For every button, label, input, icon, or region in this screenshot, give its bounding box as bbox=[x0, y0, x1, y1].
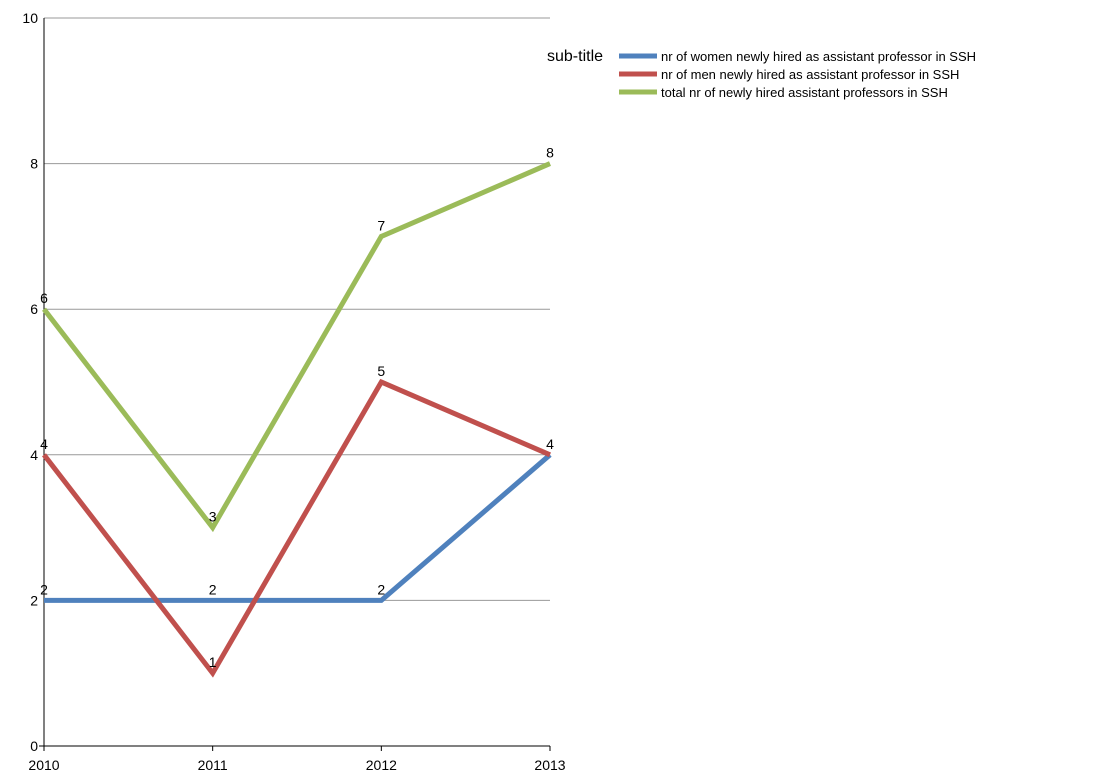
x-tick-label: 2010 bbox=[28, 757, 59, 772]
data-label: 1 bbox=[209, 654, 217, 670]
axes bbox=[39, 18, 551, 751]
data-label: 2 bbox=[40, 581, 48, 597]
data-label: 5 bbox=[377, 363, 385, 379]
gridlines bbox=[44, 17, 550, 601]
y-tick-label: 2 bbox=[30, 592, 38, 608]
legend-title: sub-title bbox=[547, 48, 603, 65]
y-tick-label: 10 bbox=[22, 10, 38, 26]
data-label: 3 bbox=[209, 509, 217, 525]
x-tick-label: 2012 bbox=[366, 757, 397, 772]
data-label: 2 bbox=[209, 581, 217, 597]
y-tick-label: 8 bbox=[30, 156, 38, 172]
data-label: 4 bbox=[40, 436, 48, 452]
data-label: 8 bbox=[546, 145, 554, 161]
data-labels: 2 2 2 4 4 1 5 6 3 7 8 bbox=[40, 145, 554, 671]
y-tick-label: 4 bbox=[30, 447, 38, 463]
x-tick-label: 2011 bbox=[198, 757, 228, 772]
series-line bbox=[44, 452, 552, 603]
legend-entry-label: total nr of newly hired assistant profes… bbox=[661, 85, 948, 100]
series-lines bbox=[42, 161, 552, 678]
y-tick-label: 0 bbox=[30, 738, 38, 754]
data-label: 2 bbox=[377, 581, 385, 597]
legend: sub-title nr of women newly hired as ass… bbox=[547, 48, 976, 100]
legend-entry-label: nr of men newly hired as assistant profe… bbox=[661, 67, 959, 82]
y-tick-labels: 0 2 4 6 8 10 bbox=[22, 10, 38, 754]
x-tick-label: 2013 bbox=[534, 757, 565, 772]
series-line bbox=[42, 378, 551, 678]
legend-entry-label: nr of women newly hired as assistant pro… bbox=[661, 49, 976, 64]
series-line bbox=[42, 161, 551, 533]
data-label: 6 bbox=[40, 290, 48, 306]
data-label: 7 bbox=[377, 217, 385, 233]
y-tick-label: 6 bbox=[30, 301, 38, 317]
x-tick-labels: 2010 2011 2012 2013 bbox=[28, 757, 565, 772]
data-label: 4 bbox=[546, 436, 554, 452]
